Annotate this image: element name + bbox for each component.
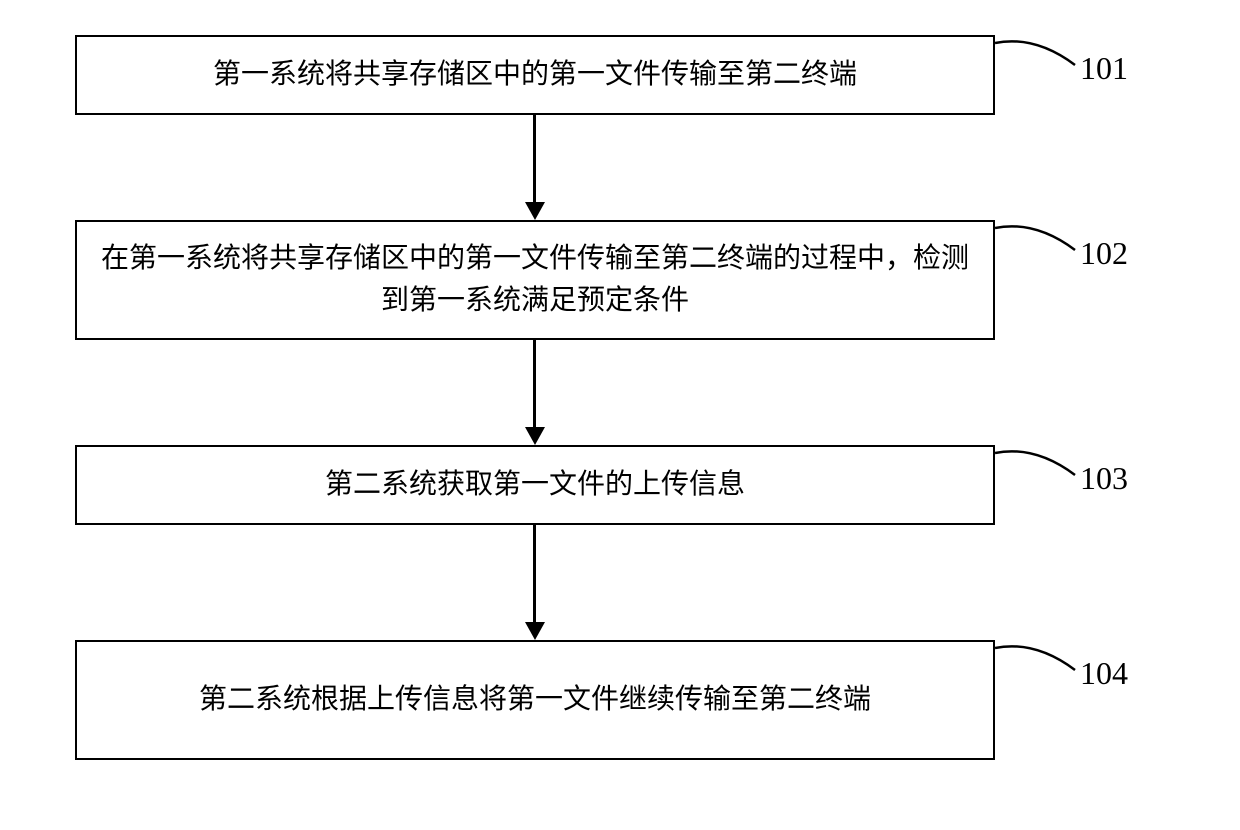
arrow-1-head [525, 202, 545, 220]
flowchart-box-3: 第二系统获取第一文件的上传信息 [75, 445, 995, 525]
label-curve-1 [995, 35, 1080, 75]
box-1-text: 第一系统将共享存储区中的第一文件传输至第二终端 [213, 54, 857, 96]
arrow-1-line [533, 115, 536, 202]
box-3-label: 103 [1080, 460, 1128, 497]
box-2-label: 102 [1080, 235, 1128, 272]
box-4-label: 104 [1080, 655, 1128, 692]
box-2-text: 在第一系统将共享存储区中的第一文件传输至第二终端的过程中，检测到第一系统满足预定… [97, 238, 973, 322]
box-1-label: 101 [1080, 50, 1128, 87]
flowchart-box-2: 在第一系统将共享存储区中的第一文件传输至第二终端的过程中，检测到第一系统满足预定… [75, 220, 995, 340]
arrow-2-head [525, 427, 545, 445]
label-curve-2 [995, 220, 1080, 260]
flowchart-box-1: 第一系统将共享存储区中的第一文件传输至第二终端 [75, 35, 995, 115]
arrow-3-head [525, 622, 545, 640]
arrow-2-line [533, 340, 536, 427]
box-3-text: 第二系统获取第一文件的上传信息 [325, 464, 745, 506]
flowchart-box-4: 第二系统根据上传信息将第一文件继续传输至第二终端 [75, 640, 995, 760]
label-curve-3 [995, 445, 1080, 485]
flowchart-container: 第一系统将共享存储区中的第一文件传输至第二终端 101 在第一系统将共享存储区中… [0, 0, 1240, 830]
label-curve-4 [995, 640, 1080, 680]
arrow-3-line [533, 525, 536, 622]
box-4-text: 第二系统根据上传信息将第一文件继续传输至第二终端 [199, 679, 871, 721]
